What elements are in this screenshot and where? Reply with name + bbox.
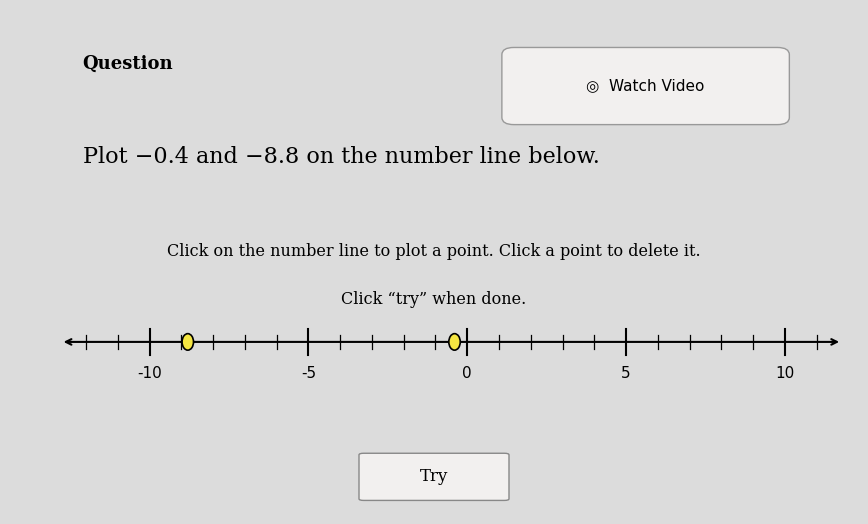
Text: 10: 10	[775, 366, 794, 381]
Text: 5: 5	[621, 366, 631, 381]
Text: ◎  Watch Video: ◎ Watch Video	[587, 79, 705, 94]
FancyBboxPatch shape	[502, 48, 789, 125]
Text: Plot −0.4 and −8.8 on the number line below.: Plot −0.4 and −8.8 on the number line be…	[82, 146, 600, 168]
Text: -10: -10	[137, 366, 162, 381]
Text: -5: -5	[301, 366, 316, 381]
Text: Click “try” when done.: Click “try” when done.	[341, 291, 527, 308]
Text: Try: Try	[420, 468, 448, 485]
Text: Click on the number line to plot a point. Click a point to delete it.: Click on the number line to plot a point…	[168, 243, 700, 260]
Circle shape	[449, 334, 460, 350]
Text: Question: Question	[82, 54, 174, 73]
Circle shape	[182, 334, 194, 350]
Text: 0: 0	[463, 366, 472, 381]
FancyBboxPatch shape	[359, 453, 509, 500]
